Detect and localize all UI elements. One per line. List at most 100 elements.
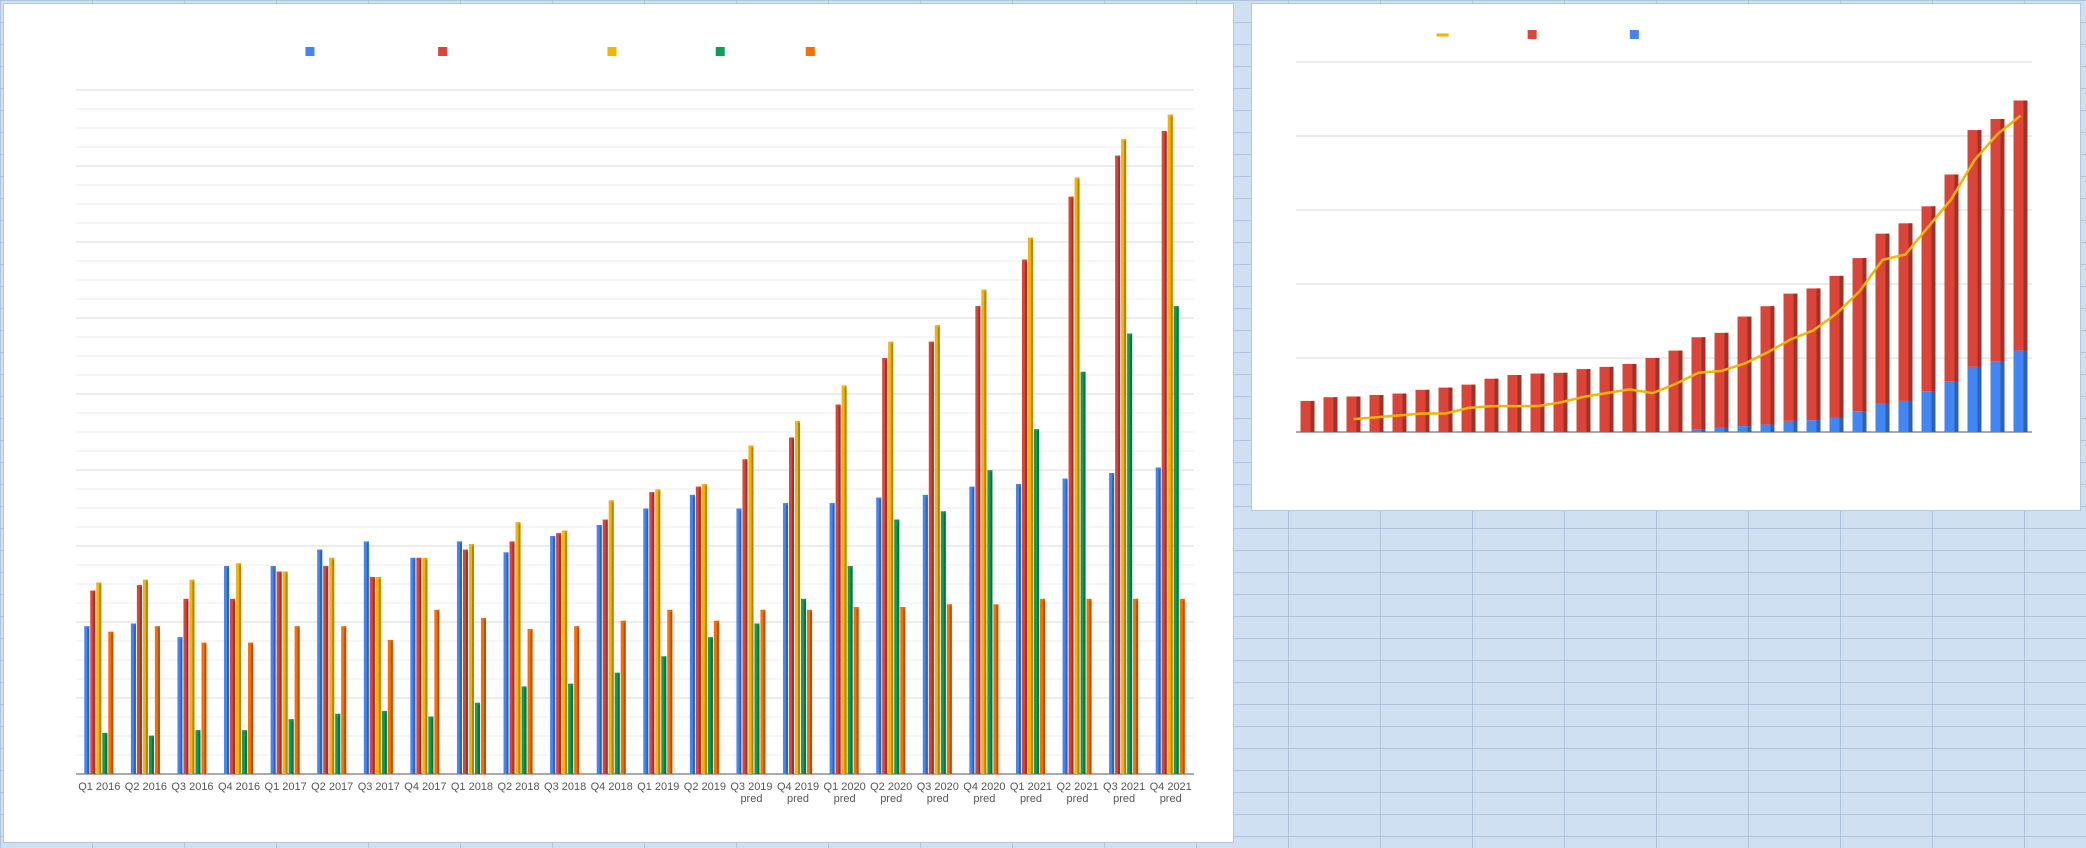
bar-top [934,325,940,328]
bar [1127,333,1133,774]
bar [84,626,90,774]
bar [754,623,760,774]
bar-rigid-shade [1954,174,1959,382]
bar [835,404,841,774]
bar [521,686,527,774]
bar [527,628,533,774]
bar-flexible-shade [1977,366,1982,432]
bar-shade [273,566,276,774]
bar-top [381,711,387,714]
bar-shade [186,598,189,774]
bar-rigid-shade [1747,316,1752,427]
bar-shade [646,508,649,774]
bar [183,598,189,774]
bar [456,541,462,774]
bar [807,609,813,774]
bar-top [1086,598,1092,601]
bar-rigid-shade [1678,350,1683,432]
x-tick-label-line: Q2 2017 [311,781,353,793]
bar-top [369,577,375,580]
bar-shade [623,620,626,774]
bar-top [835,404,841,407]
bar [876,497,882,774]
x-tick-label: Q3 2021 pred [1103,781,1145,805]
bar-top [248,642,254,645]
x-tick-label-line: Q4 2018 [591,781,633,793]
bar-top [136,585,142,588]
bar-top [230,598,236,601]
bar [154,626,160,774]
bar-shade [180,637,183,774]
x-tick-label-line: Q3 2021 [1103,781,1145,793]
bar-top [853,607,859,610]
x-tick-label: Q1 2020 pred [824,781,866,805]
bar-flexible-shade [1954,381,1959,432]
bar-top [527,628,533,631]
bar-top [829,503,835,506]
bar-rigid-shade [1402,393,1407,432]
bar [1080,371,1086,774]
x-tick-label-line: Q2 2016 [125,781,167,793]
bar-shade [1158,467,1161,774]
bar-shade [931,341,934,774]
legend-swatch [607,47,617,56]
bar [130,623,136,774]
bar-shade [943,511,946,774]
bar-shade [99,582,102,774]
bar-shade [413,557,416,774]
bar-shade [157,626,160,774]
x-tick-label: Q2 2019 [684,781,726,793]
x-tick-label-line: pred [973,793,995,805]
x-tick-label-line: pred [834,793,856,805]
bar-flexible-shade [1885,403,1890,432]
bar-shade [856,607,859,774]
bar-top [701,483,707,486]
bar-top [224,566,230,569]
stacked-bar-line-chart [1296,30,2032,433]
bar-top [509,541,515,544]
bar-top [242,730,248,733]
bar [242,730,248,774]
bar-shade [984,289,987,774]
bar [614,672,620,774]
bar-rigid-shade [1908,223,1913,401]
bar [375,577,381,774]
bar-shade [553,535,556,774]
bar-top [521,686,527,689]
left-chart-panel[interactable]: Q1 2016 Q2 2016 Q3 2016 Q4 2016 Q1 2017 Q2 20… [3,3,1234,843]
bar-top [922,494,928,497]
x-tick-label-line: pred [927,793,949,805]
bar [620,620,626,774]
bar-top [416,557,422,560]
bar-flexible-shade [1931,391,1936,432]
x-tick-label: Q2 2018 [497,781,539,793]
bar-top [707,637,713,640]
bar-shade [577,626,580,774]
bar [602,519,608,774]
bar-shade [419,557,422,774]
legend-swatch [1527,30,1537,39]
x-tick-label-line: Q3 2020 [917,781,959,793]
right-chart-panel[interactable] [1251,3,2081,511]
bar-shade [245,730,248,774]
bar-flexible-shade [1724,427,1729,432]
bar [270,566,276,774]
bar [795,421,801,774]
bar-shade [390,639,393,774]
bar [1086,598,1092,774]
bar-top [422,557,428,560]
bar-shade [192,579,195,774]
bar-top [1167,114,1173,117]
bar-shade [599,525,602,774]
x-tick-label-line: Q2 2019 [684,781,726,793]
bar-shade [1065,478,1068,774]
bar-top [1179,598,1185,601]
legend-swatch [1629,30,1639,39]
bar-top [1021,259,1027,262]
bar-flexible-shade [1862,411,1867,432]
x-tick-label: Q4 2017 [404,781,446,793]
bar [96,582,102,774]
bar-shade [1018,483,1021,774]
bar-top [130,623,136,626]
bar-top [1074,177,1080,180]
